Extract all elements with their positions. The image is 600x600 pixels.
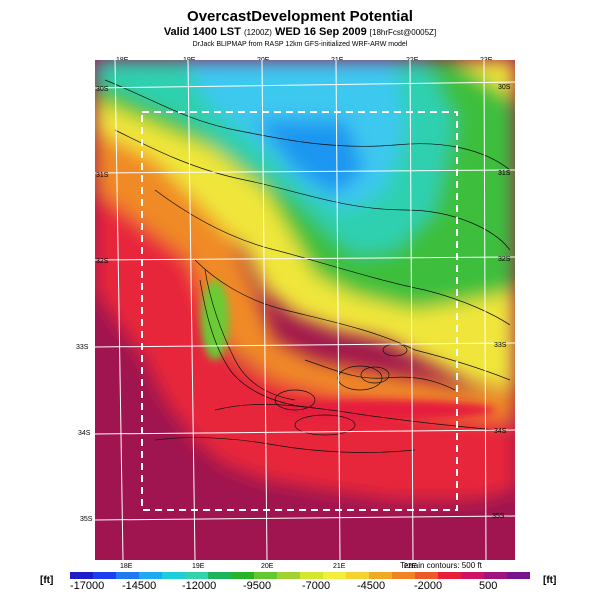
bottom-lon-label: 22E [404, 563, 417, 570]
forecast-hour: [18hrFcst@0005Z] [369, 28, 437, 37]
colorbar-tick-label: -12000 [182, 580, 217, 592]
colorbar-segment [231, 572, 254, 579]
right-lat-label: 30S [498, 84, 511, 91]
colorbar-segment [507, 572, 530, 579]
colorbar-segment [70, 572, 93, 579]
chart-title: OvercastDevelopment Potential [187, 8, 413, 25]
right-lat-label: 31S [498, 170, 511, 177]
colorbar-tick-label: -9500 [243, 580, 272, 592]
colorbar-segment [369, 572, 392, 579]
valid-time: Valid 1400 LST [163, 26, 241, 38]
colorbar-segment [415, 572, 438, 579]
colorbar-segment [116, 572, 139, 579]
left-lat-label: 35S [80, 516, 93, 523]
colorbar-segment [461, 572, 484, 579]
bottom-lon-label: 21E [333, 563, 346, 570]
colorbar-tick-label: -2000 [414, 580, 443, 592]
left-lat-label: 33S [76, 344, 89, 351]
terrain-note: Terrain contours: 500 ft [400, 561, 482, 570]
colorbar-tick-label: -7000 [302, 580, 331, 592]
colorbar-segment [438, 572, 461, 579]
colorbar-segment [93, 572, 116, 579]
colorbar-unit-right: [ft] [543, 575, 557, 586]
colorbar-segment [484, 572, 507, 579]
left-lat-label: 32S [96, 258, 109, 265]
right-lat-label: 35S [492, 513, 505, 520]
colorbar-segment [185, 572, 208, 579]
colorbar-segment [323, 572, 346, 579]
valid-date: WED 16 Sep 2009 [275, 26, 367, 38]
colorbar-segment [208, 572, 231, 579]
chart-subtitle: Valid 1400 LST (1200Z) WED 16 Sep 2009 [… [0, 26, 600, 38]
bottom-lon-label: 18E [120, 563, 133, 570]
colorbar-unit-left: [ft] [40, 575, 54, 586]
colorbar-tick-label: 500 [479, 580, 498, 592]
right-lat-label: 32S [498, 256, 511, 263]
colorbar [70, 572, 530, 579]
bottom-lon-label: 20E [261, 563, 274, 570]
bottom-lon-label: 19E [192, 563, 205, 570]
colorbar-segment [277, 572, 300, 579]
valid-time-utc: (1200Z) [243, 28, 272, 37]
terrain-contours [104, 79, 511, 453]
colorbar-tick-label: -14500 [122, 580, 157, 592]
colorbar-segment [139, 572, 162, 579]
left-lat-label: 30S [96, 86, 109, 93]
left-lat-label: 31S [96, 172, 109, 179]
colorbar-segment [162, 572, 185, 579]
colorbar-tick-label: -4500 [357, 580, 386, 592]
colorbar-segment [346, 572, 369, 579]
right-lat-label: 33S [494, 342, 507, 349]
right-lat-label: 34S [494, 428, 507, 435]
model-credit: DrJack BLIPMAP from RASP 12km GFS-initia… [192, 41, 408, 48]
inner-domain-box [141, 111, 458, 511]
lat-lon-grid [95, 60, 515, 560]
green-tongue [201, 280, 229, 360]
colorbar-tick-label: -17000 [70, 580, 105, 592]
colorbar-segment [392, 572, 415, 579]
colorbar-segment [254, 572, 277, 579]
colorbar-segment [300, 572, 323, 579]
forecast-map [95, 60, 515, 560]
left-lat-label: 34S [78, 430, 91, 437]
